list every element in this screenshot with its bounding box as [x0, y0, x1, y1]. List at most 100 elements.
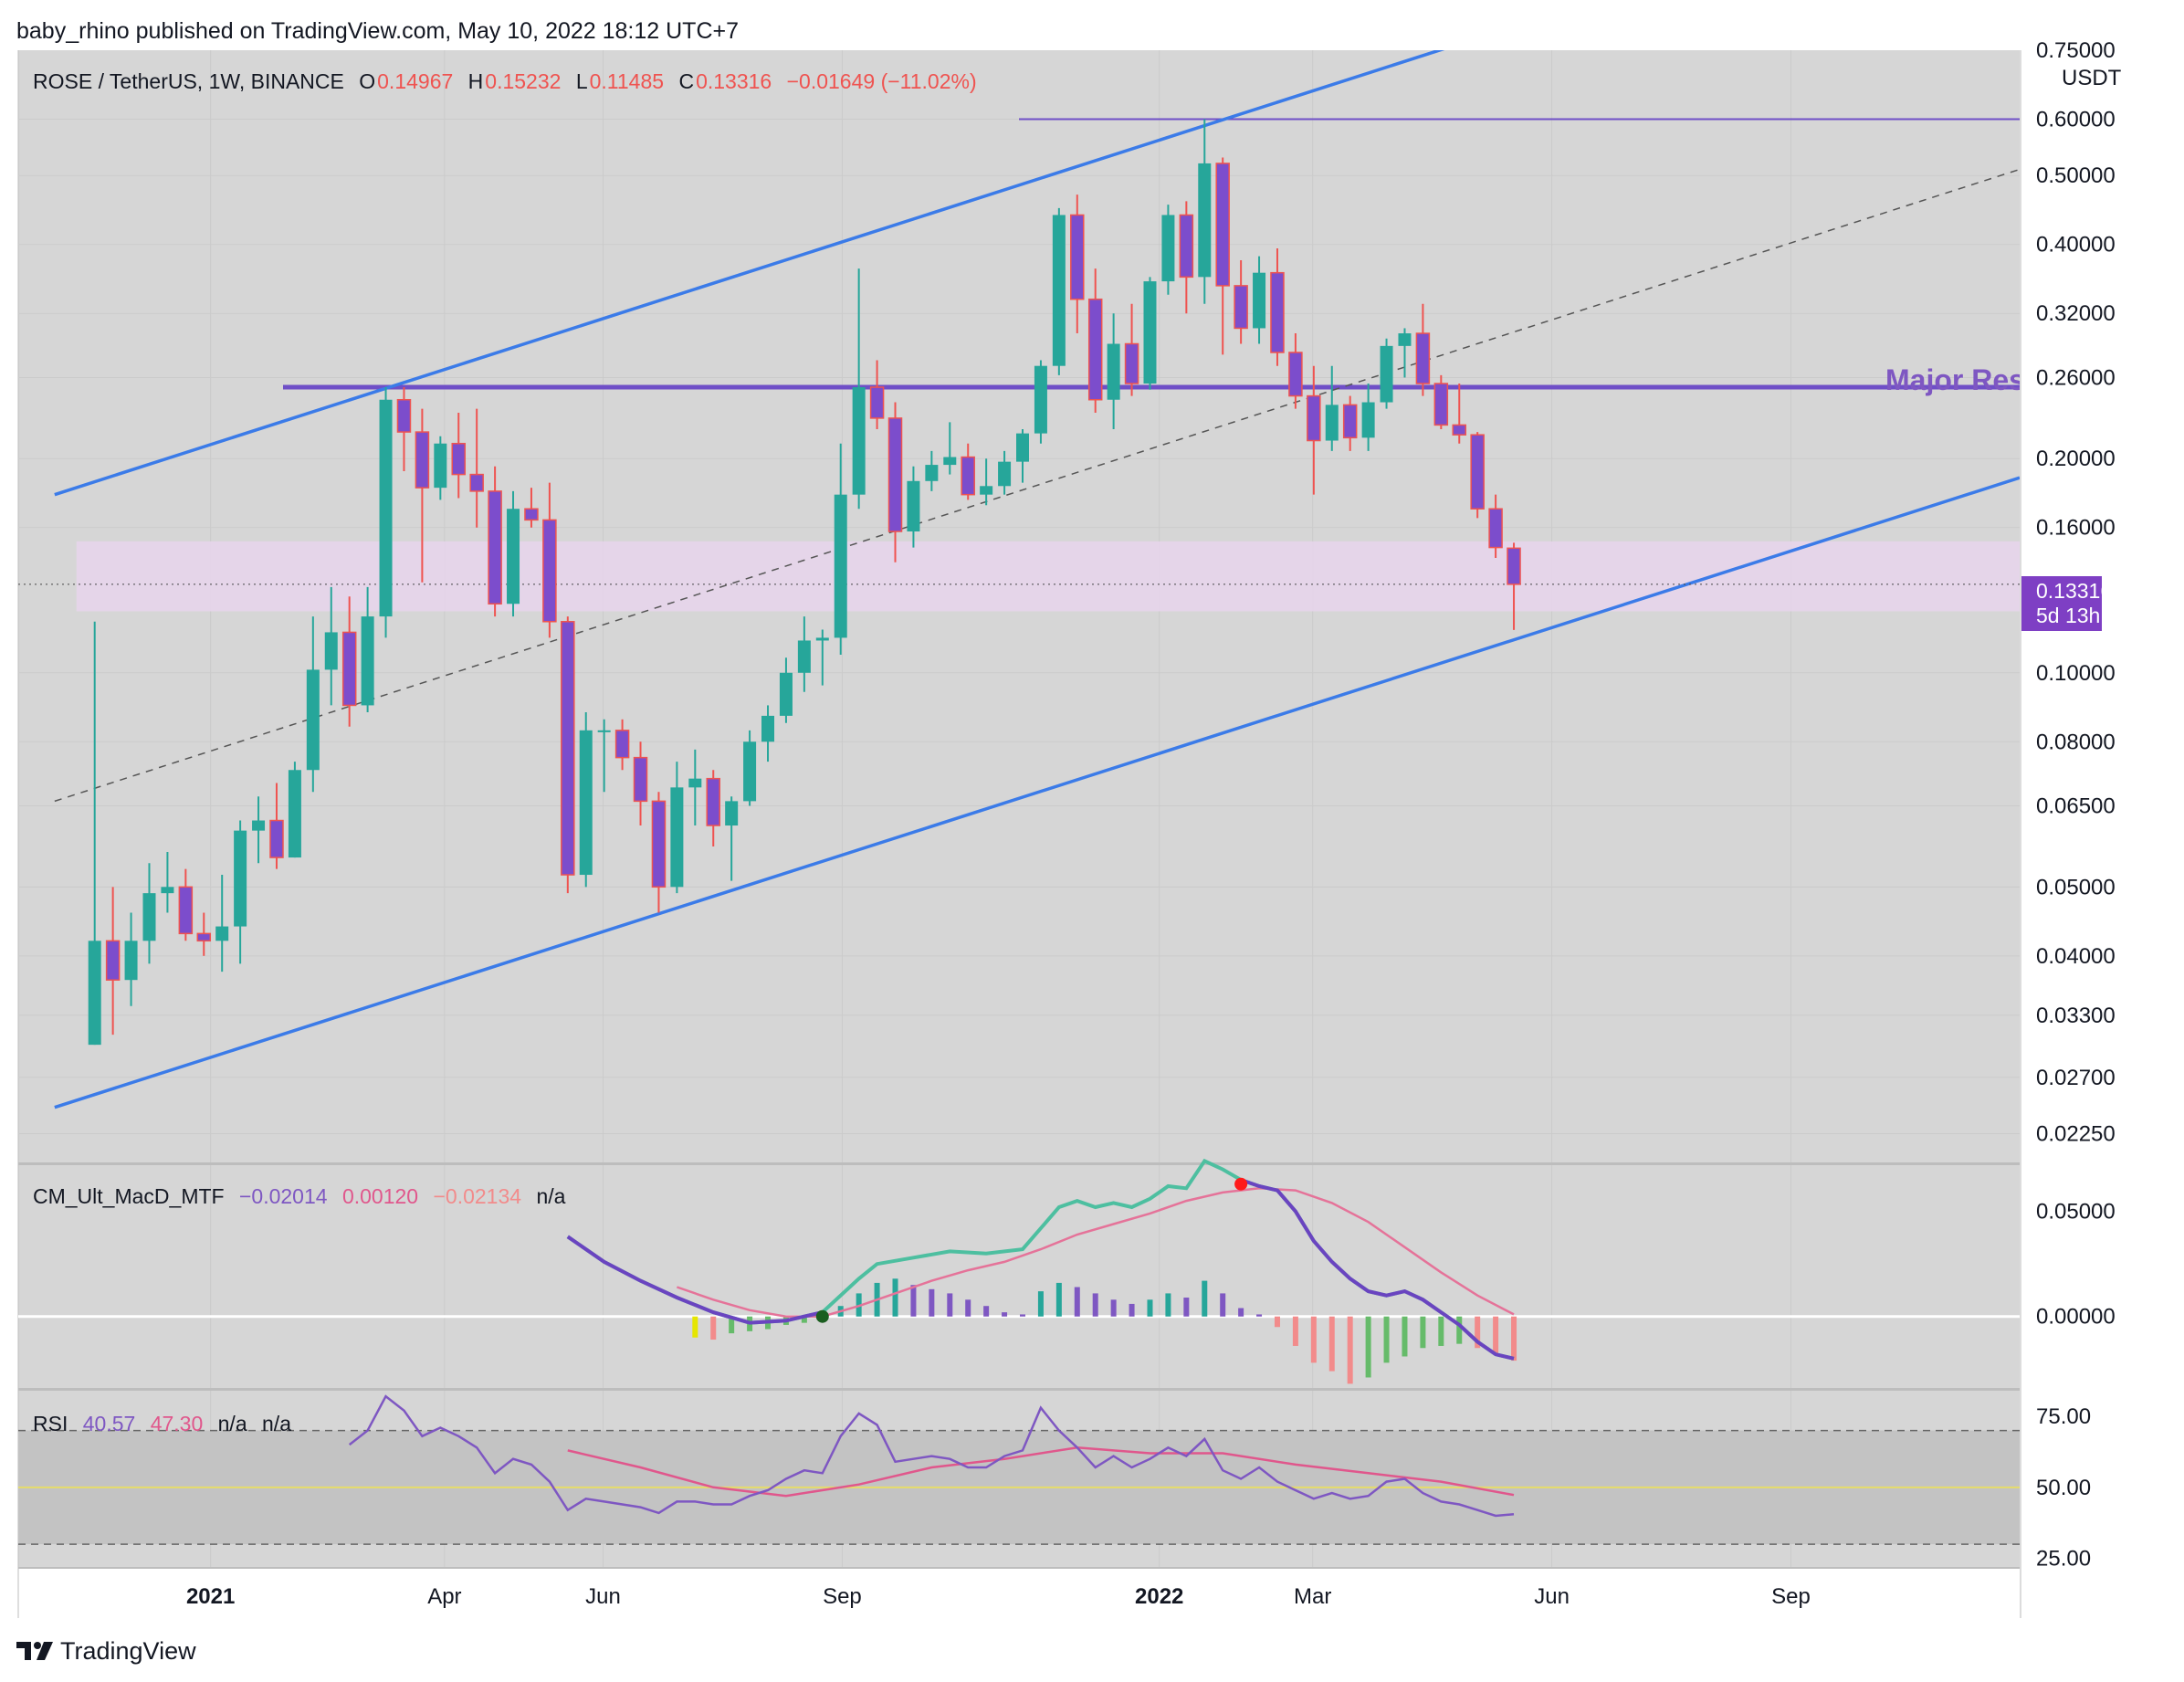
- macd-histogram-bar: [1002, 1312, 1008, 1317]
- close-value: 0.13316: [696, 69, 772, 93]
- rsi-tick-label: 75.00: [2036, 1404, 2091, 1429]
- price-tick-label: 0.10000: [2036, 661, 2116, 686]
- footer-brand[interactable]: TradingView: [16, 1636, 196, 1666]
- candle-body: [469, 473, 484, 492]
- candle-up: [725, 796, 739, 881]
- macd-cross-marker: [815, 1309, 829, 1323]
- time-axis[interactable]: [18, 1569, 2020, 1618]
- candle-up: [998, 450, 1012, 495]
- candle-body: [614, 730, 630, 759]
- candle-body: [1179, 214, 1194, 279]
- candle-down: [396, 387, 412, 472]
- macd-name[interactable]: CM_Ult_MacD_MTF: [33, 1184, 225, 1208]
- candle-up: [288, 762, 301, 858]
- candle-up: [306, 616, 320, 793]
- candle-up: [670, 762, 684, 894]
- candle-body: [779, 672, 793, 716]
- macd-histogram-bar: [1165, 1293, 1171, 1317]
- macd-histogram-bar: [1037, 1291, 1044, 1317]
- candle-body: [1270, 271, 1285, 353]
- macd-histogram-bar: [983, 1306, 990, 1317]
- symbol-title[interactable]: ROSE / TetherUS, 1W, BINANCE: [33, 69, 344, 93]
- macd-histogram-bar: [1256, 1314, 1263, 1317]
- macd-histogram-bar: [1365, 1316, 1371, 1378]
- macd-histogram-bar: [1383, 1316, 1390, 1363]
- candle-body: [1325, 405, 1339, 441]
- candle-up: [324, 586, 338, 706]
- candle-up: [1380, 338, 1393, 409]
- candle-up: [252, 796, 266, 864]
- price-tick-label: 0.04000: [2036, 944, 2116, 969]
- macd-histogram-bar: [1292, 1316, 1298, 1346]
- candle-body: [1380, 345, 1393, 403]
- high-label: H: [467, 69, 484, 93]
- price-axis[interactable]: [2021, 50, 2179, 1567]
- macd-histogram-bar: [710, 1316, 717, 1340]
- candle-body: [415, 431, 430, 489]
- price-tick-label: 0.16000: [2036, 516, 2116, 541]
- footer-brand-text: TradingView: [60, 1636, 196, 1665]
- major-resistance-label[interactable]: Major Res: [1885, 363, 2020, 396]
- candle-body: [725, 801, 739, 826]
- bar-countdown: 5d 13h: [2036, 604, 2101, 627]
- candle-body: [142, 893, 156, 941]
- candle-up: [434, 436, 447, 500]
- candle-down: [869, 360, 885, 429]
- rsi-value-3: n/a: [217, 1412, 247, 1435]
- macd-histogram-bar: [801, 1316, 807, 1323]
- macd-histogram-bar: [929, 1288, 935, 1317]
- rsi-tick-label: 25.00: [2036, 1547, 2091, 1572]
- candle-body: [1016, 433, 1029, 462]
- change-value: −0.01649 (−11.02%): [786, 69, 977, 93]
- candle-up: [88, 621, 101, 1046]
- rsi-name[interactable]: RSI: [33, 1412, 68, 1435]
- candle-body: [761, 715, 775, 742]
- macd-tick-label: 0.05000: [2036, 1200, 2116, 1225]
- candle-body: [706, 777, 720, 826]
- candle-body: [1307, 394, 1321, 442]
- candle-body: [542, 519, 557, 623]
- price-tick-label: 0.32000: [2036, 301, 2116, 326]
- candle-up: [797, 616, 811, 692]
- candle-up: [142, 863, 156, 964]
- candle-body: [561, 621, 575, 876]
- candle-body: [1107, 343, 1120, 400]
- time-tick-label: Apr: [427, 1584, 461, 1609]
- price-tick-label: 0.50000: [2036, 163, 2116, 188]
- macd-histogram-bar: [1055, 1282, 1062, 1317]
- candle-up: [1361, 384, 1375, 451]
- candle-up: [124, 912, 138, 1006]
- candle-body: [196, 932, 212, 942]
- candle-body: [1433, 383, 1449, 426]
- rsi-value-4: n/a: [262, 1412, 291, 1435]
- macd-histogram-bar: [1475, 1316, 1481, 1349]
- price-tick-label: 0.60000: [2036, 108, 2116, 132]
- candle-up: [161, 851, 174, 913]
- candle-down: [1488, 494, 1503, 559]
- rsi-tick-label: 50.00: [2036, 1476, 2091, 1500]
- current-price-label[interactable]: 0.13316 5d 13h: [2021, 576, 2112, 631]
- price-tick-label: 0.03300: [2036, 1004, 2116, 1028]
- candle-down: [1087, 268, 1103, 414]
- candle-body: [797, 640, 811, 673]
- candle-body: [651, 800, 667, 888]
- macd-histogram-bar: [1274, 1316, 1280, 1328]
- candle-down: [469, 408, 484, 528]
- candle-body: [451, 442, 467, 476]
- candle-down: [524, 488, 539, 528]
- candle-down: [178, 868, 194, 941]
- candle-body: [361, 616, 374, 706]
- candle-body: [324, 632, 338, 670]
- candle-up: [1253, 256, 1266, 344]
- published-header: baby_rhino published on TradingView.com,…: [16, 18, 740, 44]
- candle-body: [1143, 281, 1157, 384]
- candle-down: [196, 912, 212, 956]
- macd-histogram-bar: [1202, 1280, 1208, 1317]
- macd-histogram-bar: [1110, 1299, 1117, 1317]
- macd-pane[interactable]: [18, 1165, 2020, 1388]
- macd-histogram-bar: [892, 1278, 898, 1317]
- candle-body: [434, 443, 447, 489]
- candle-body: [1361, 402, 1375, 438]
- candle-down: [269, 783, 284, 869]
